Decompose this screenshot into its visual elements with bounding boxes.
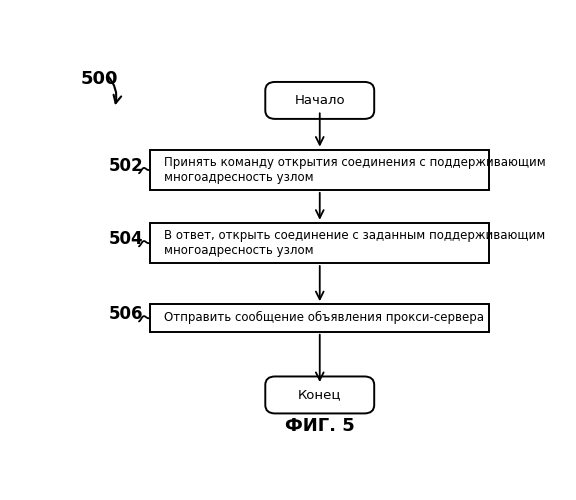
- Text: В ответ, открыть соединение с заданным поддерживающим
многоадресность узлом: В ответ, открыть соединение с заданным п…: [164, 229, 545, 257]
- Text: 506: 506: [108, 305, 143, 323]
- FancyBboxPatch shape: [266, 376, 374, 414]
- Bar: [150, 150, 490, 190]
- Bar: [150, 222, 490, 263]
- Text: Отправить сообщение объявления прокси-сервера: Отправить сообщение объявления прокси-се…: [164, 312, 483, 324]
- Text: Конец: Конец: [298, 388, 342, 402]
- Bar: [150, 304, 490, 332]
- Text: 502: 502: [108, 157, 143, 175]
- Text: Принять команду открытия соединения с поддерживающим
многоадресность узлом: Принять команду открытия соединения с по…: [164, 156, 545, 184]
- Text: 504: 504: [108, 230, 143, 248]
- Text: ФИГ. 5: ФИГ. 5: [285, 418, 355, 436]
- FancyBboxPatch shape: [266, 82, 374, 119]
- Text: 500: 500: [81, 70, 119, 87]
- Text: Начало: Начало: [294, 94, 345, 107]
